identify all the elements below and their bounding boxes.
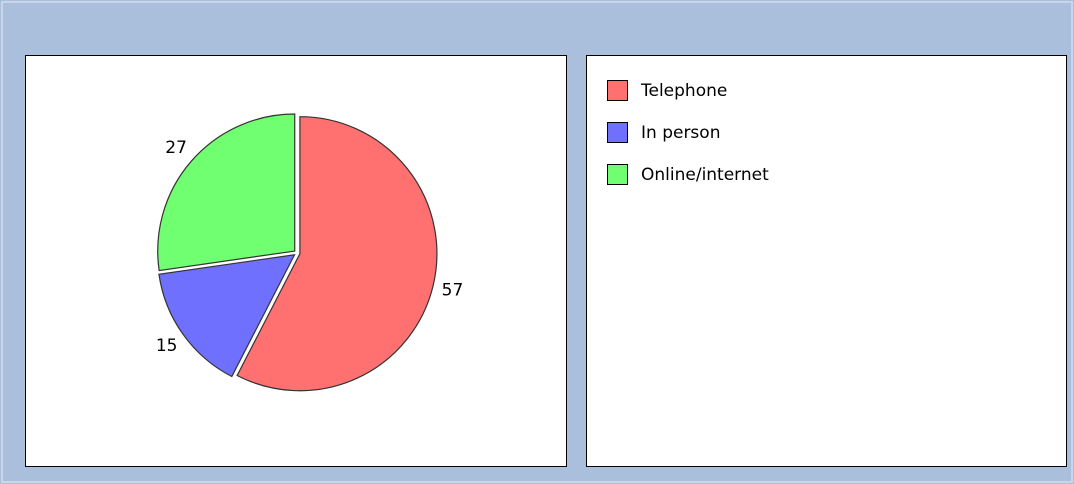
pie-slice xyxy=(236,116,438,392)
legend-label: Online/internet xyxy=(641,165,769,185)
pie-slice xyxy=(158,253,296,378)
legend-swatch xyxy=(607,122,628,143)
slice-label: 15 xyxy=(156,336,178,356)
legend-label: In person xyxy=(641,123,720,143)
slice-label: 27 xyxy=(165,138,187,158)
legend-swatch xyxy=(607,164,628,185)
legend-panel xyxy=(586,55,1067,467)
pie-slice xyxy=(157,113,296,272)
legend-label: Telephone xyxy=(640,81,727,101)
slice-label: 57 xyxy=(442,281,464,301)
legend-swatch xyxy=(607,80,628,101)
